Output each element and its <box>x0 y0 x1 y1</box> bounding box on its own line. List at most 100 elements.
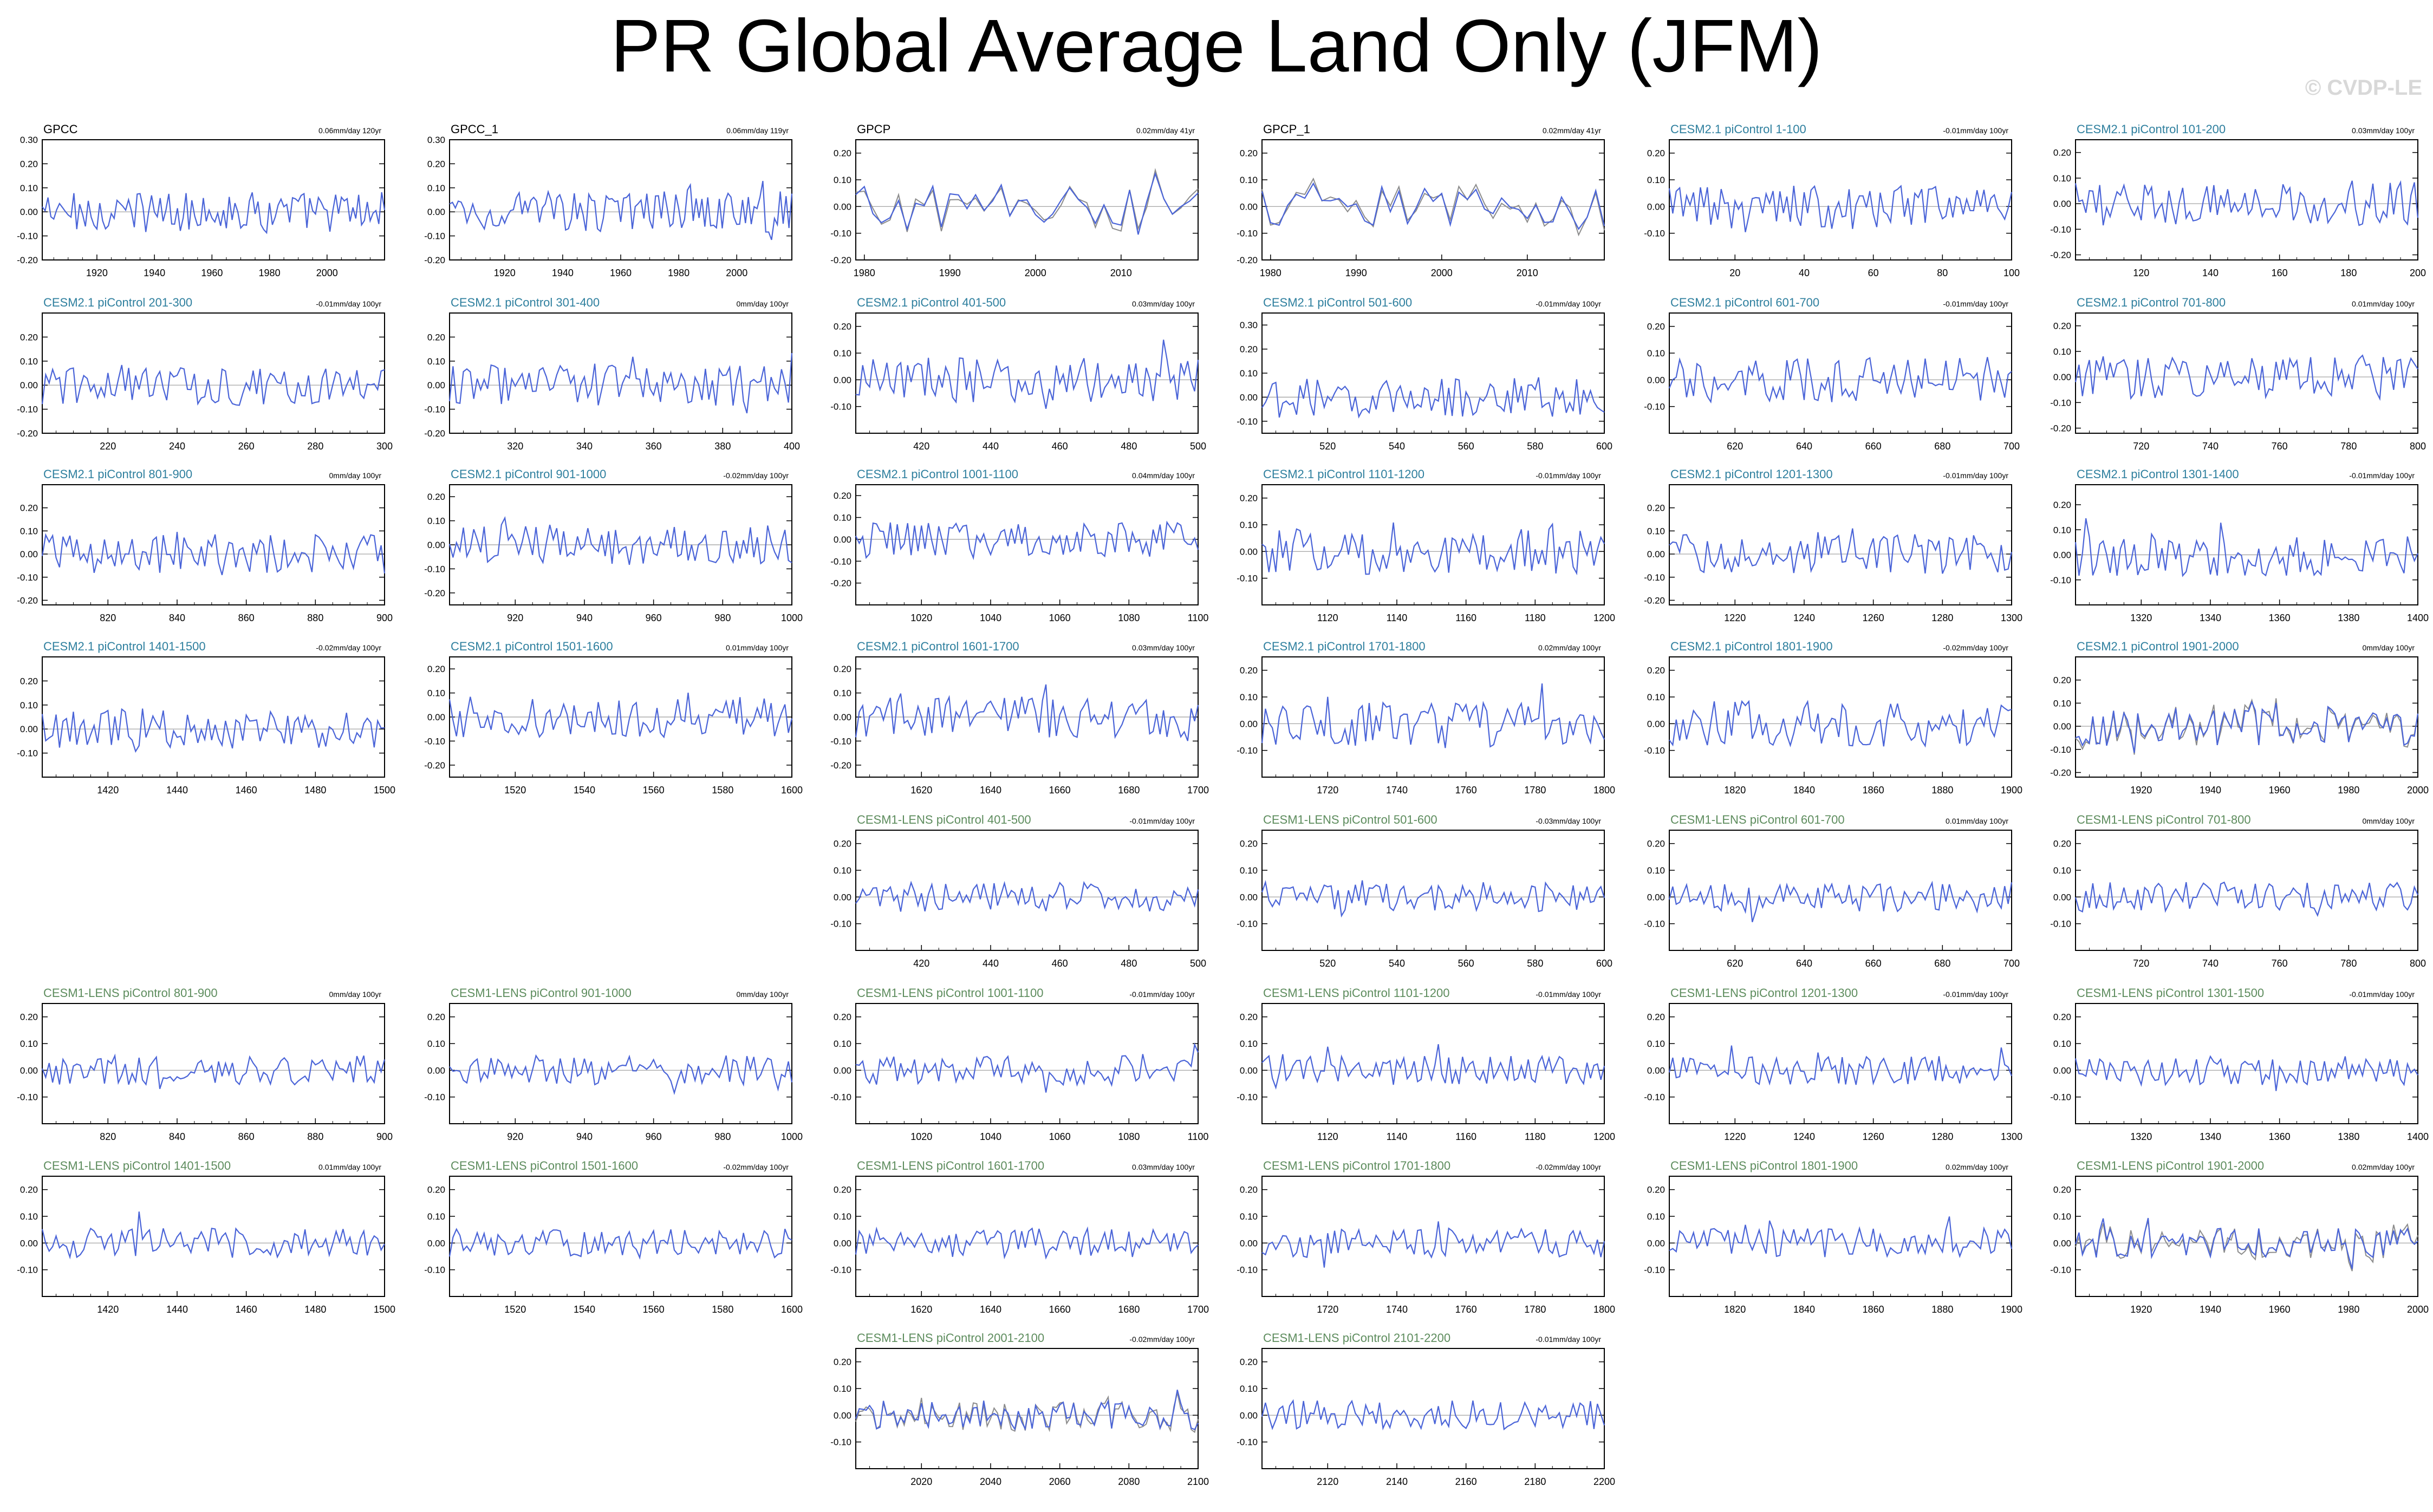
series-line <box>42 192 386 234</box>
x-tick-label: 1300 <box>2001 1131 2022 1142</box>
y-tick-label: 0.00 <box>834 375 851 385</box>
y-tick-label: -0.20 <box>830 578 851 589</box>
y-tick-label: 0.20 <box>834 1185 851 1195</box>
chart-panel: CESM1-LENS piControl 1401-1500 0.01mm/day… <box>17 1159 395 1315</box>
chart-title: CESM2.1 piControl 1401-1500 <box>43 640 206 653</box>
trend-label: -0.02mm/day 100yr <box>1943 643 2008 652</box>
x-tick-label: 1680 <box>1118 1304 1140 1315</box>
y-tick-label: 0.00 <box>834 535 851 545</box>
y-tick-label: 0.00 <box>1240 1410 1258 1420</box>
y-tick-label: 0.00 <box>20 724 38 734</box>
y-tick-label: 0.20 <box>834 322 851 332</box>
y-tick-label: -0.20 <box>830 760 851 771</box>
x-tick-label: 260 <box>238 441 255 452</box>
x-tick-label: 360 <box>646 441 662 452</box>
x-tick-label: 1820 <box>1724 785 1746 796</box>
plot-frame <box>1261 1176 1605 1297</box>
y-tick-label: 0.10 <box>2053 173 2071 184</box>
x-tick-label: 1960 <box>201 268 223 278</box>
y-tick-label: -0.10 <box>1644 1265 1665 1275</box>
x-tick-label: 1500 <box>374 1304 395 1315</box>
x-tick-label: 1740 <box>1386 1304 1408 1315</box>
y-tick-label: 0.20 <box>1647 1185 1665 1195</box>
x-tick-label: 1720 <box>1317 785 1338 796</box>
series-line <box>1261 1221 1605 1268</box>
x-tick-label: 1560 <box>643 785 665 796</box>
x-tick-label: 220 <box>100 441 116 452</box>
x-tick-label: 480 <box>1121 958 1137 969</box>
x-tick-label: 1100 <box>1188 612 1209 623</box>
x-tick-label: 1200 <box>1593 612 1615 623</box>
x-tick-label: 60 <box>1868 268 1879 278</box>
chart-title: CESM2.1 piControl 1-100 <box>1670 122 1806 136</box>
y-tick-label: 0.20 <box>834 491 851 501</box>
series-line <box>448 1228 792 1260</box>
y-tick-label: 0.10 <box>427 1211 445 1222</box>
x-tick-label: 2160 <box>1455 1476 1477 1487</box>
y-tick-label: 0.20 <box>20 332 38 342</box>
y-tick-label: 0.20 <box>834 1357 851 1367</box>
x-tick-label: 1980 <box>668 268 689 278</box>
trend-label: 0mm/day 100yr <box>737 299 789 308</box>
y-tick-label: 0.00 <box>1647 719 1665 729</box>
trend-label: -0.03mm/day 100yr <box>1536 817 1601 825</box>
plot-frame <box>855 139 1199 260</box>
x-tick-label: 640 <box>1796 441 1812 452</box>
trend-label: -0.01mm/day 100yr <box>2349 990 2415 999</box>
x-tick-label: 580 <box>1527 958 1543 969</box>
y-tick-label: 0.20 <box>2053 675 2071 686</box>
y-tick-label: -0.10 <box>17 231 38 242</box>
x-tick-label: 40 <box>1799 268 1810 278</box>
trend-label: 0mm/day 100yr <box>2363 817 2415 825</box>
x-tick-label: 420 <box>913 441 929 452</box>
x-tick-label: 1500 <box>374 785 395 796</box>
y-tick-label: 0.00 <box>20 207 38 217</box>
plot-frame <box>855 1348 1199 1469</box>
chart-panel: CESM2.1 piControl 101-200 0.03mm/day 100y… <box>2050 122 2426 278</box>
y-tick-label: 0.00 <box>427 207 445 217</box>
x-tick-label: 400 <box>784 441 800 452</box>
chart-title: CESM2.1 piControl 101-200 <box>2077 122 2226 136</box>
y-tick-label: 0.10 <box>427 516 445 526</box>
series-line <box>1668 881 2013 922</box>
x-tick-label: 1980 <box>1260 268 1281 278</box>
chart-panel: GPCP_1 0.02mm/day 41yr 0.20 0.10 0.00 -0.10 -0… <box>1237 122 1605 278</box>
x-tick-label: 1560 <box>643 1304 665 1315</box>
x-tick-label: 1620 <box>910 785 932 796</box>
x-tick-label: 1780 <box>1524 1304 1546 1315</box>
plot-frame <box>2075 139 2418 260</box>
y-tick-label: 0.00 <box>20 1065 38 1076</box>
chart-panel: CESM2.1 piControl 201-300 -0.01mm/day 100… <box>17 296 393 452</box>
series-line <box>2075 700 2419 753</box>
x-tick-label: 1100 <box>1188 1131 1209 1142</box>
y-tick-label: -0.10 <box>17 1265 38 1275</box>
trend-label: 0.06mm/day 120yr <box>318 126 381 135</box>
chart-title: GPCP <box>857 122 890 136</box>
y-tick-label: 0.00 <box>2053 372 2071 382</box>
x-tick-label: 1280 <box>1931 1131 1953 1142</box>
trend-label: 0.03mm/day 100yr <box>1132 1163 1195 1171</box>
trend-label: -0.01mm/day 100yr <box>1943 990 2008 999</box>
plot-frame <box>2075 656 2418 778</box>
y-tick-label: -0.10 <box>1644 1092 1665 1103</box>
chart-panel: GPCP 0.02mm/day 41yr 0.20 0.10 0.00 -0.10 -0.2… <box>830 122 1199 278</box>
plot-frame <box>1261 1348 1605 1469</box>
trend-label: 0.02mm/day 100yr <box>1538 643 1601 652</box>
x-tick-label: 700 <box>2003 441 2020 452</box>
y-tick-label: 0.00 <box>834 892 851 902</box>
y-tick-label: -0.10 <box>2050 1265 2071 1275</box>
x-tick-label: 840 <box>169 612 185 623</box>
chart-title: CESM2.1 piControl 601-700 <box>1670 296 1819 309</box>
y-tick-label: 0.00 <box>1647 549 1665 559</box>
y-tick-label: 0.20 <box>2053 839 2071 849</box>
x-tick-label: 1040 <box>980 1131 1001 1142</box>
x-tick-label: 520 <box>1319 958 1336 969</box>
x-tick-label: 1260 <box>1863 612 1884 623</box>
y-tick-label: 0.20 <box>20 503 38 513</box>
x-tick-label: 1440 <box>166 1304 188 1315</box>
y-tick-label: 0.20 <box>20 676 38 686</box>
x-tick-label: 920 <box>507 1131 523 1142</box>
chart-title: CESM1-LENS piControl 801-900 <box>43 986 218 1000</box>
y-tick-label: 0.10 <box>20 1211 38 1222</box>
plot-frame <box>2075 1003 2418 1124</box>
